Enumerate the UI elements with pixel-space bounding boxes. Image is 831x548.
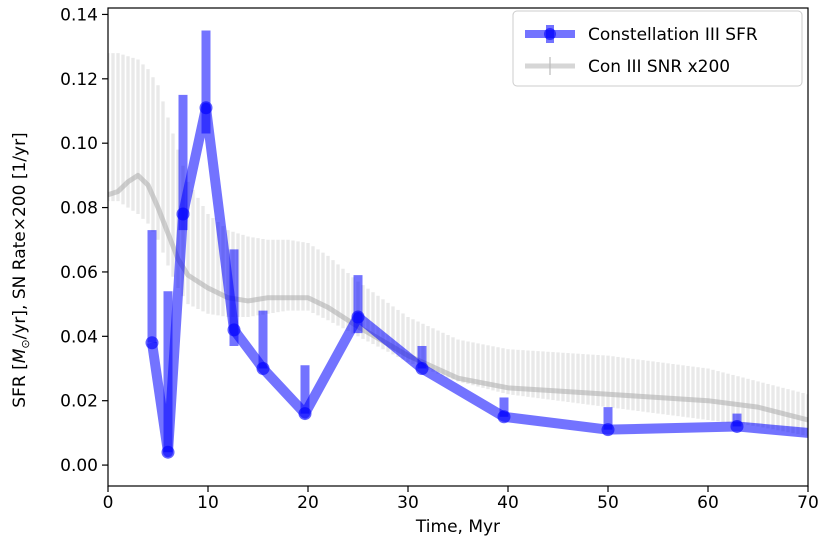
y-axis-label-part-2: M (10, 348, 30, 363)
x-tick-label: 10 (197, 493, 219, 513)
sfr-point (145, 336, 159, 350)
x-tick-label: 40 (497, 493, 519, 513)
legend-snr-label: Con III SNR x200 (588, 57, 730, 77)
x-axis-label: Time, Myr (415, 517, 500, 537)
sfr-point (601, 423, 615, 437)
x-tick-label: 50 (597, 493, 619, 513)
sfr-point (497, 410, 511, 424)
legend-frame (512, 10, 803, 87)
sfr-point (199, 101, 213, 115)
sfr-point (227, 323, 241, 337)
axes: 0 10 20 30 40 50 60 70 0.00 0.02 0.04 0.06 0.08 0.10 0… (60, 5, 819, 513)
y-tick-label: 0.04 (60, 327, 98, 347)
sfr-point (730, 419, 744, 433)
y-axis-label-part-1: SFR [ (10, 363, 30, 407)
y-tick-label: 0.08 (60, 199, 98, 219)
snr-line (108, 172, 808, 423)
sfr-point (176, 207, 190, 221)
x-tick-label: 30 (397, 493, 419, 513)
legend: Constellation III SFR Con III SNR x200 (512, 10, 803, 87)
y-tick-label: 0.02 (60, 392, 98, 412)
legend-sfr-label: Constellation III SFR (588, 25, 758, 45)
x-tick-label: 0 (103, 493, 114, 513)
y-tick-label: 0.14 (60, 5, 98, 25)
y-tick-label: 0.12 (60, 70, 98, 90)
sfr-point (415, 362, 429, 376)
x-tick-label: 70 (797, 493, 819, 513)
y-axis-label: SFR [M⊙/yr], SN Rate×200 [1/yr] (10, 132, 32, 407)
x-tick-label: 60 (697, 493, 719, 513)
legend-sfr-marker (544, 28, 556, 40)
sfr-point (161, 445, 175, 459)
plot-area (108, 30, 808, 459)
plot-clipped-group (108, 30, 808, 459)
y-axis-label-part-4: /yr], SN Rate×200 [1/yr] (10, 132, 30, 339)
y-tick-label: 0.00 (60, 456, 98, 476)
axes-frame (107, 7, 809, 487)
sfr-point (351, 310, 365, 324)
x-tick-label: 20 (297, 493, 319, 513)
y-tick-label: 0.10 (60, 134, 98, 154)
sfr-point (256, 362, 270, 376)
y-axis-label-part-3: ⊙ (19, 339, 32, 348)
sfr-point (298, 407, 312, 421)
y-tick-label: 0.06 (60, 263, 98, 283)
